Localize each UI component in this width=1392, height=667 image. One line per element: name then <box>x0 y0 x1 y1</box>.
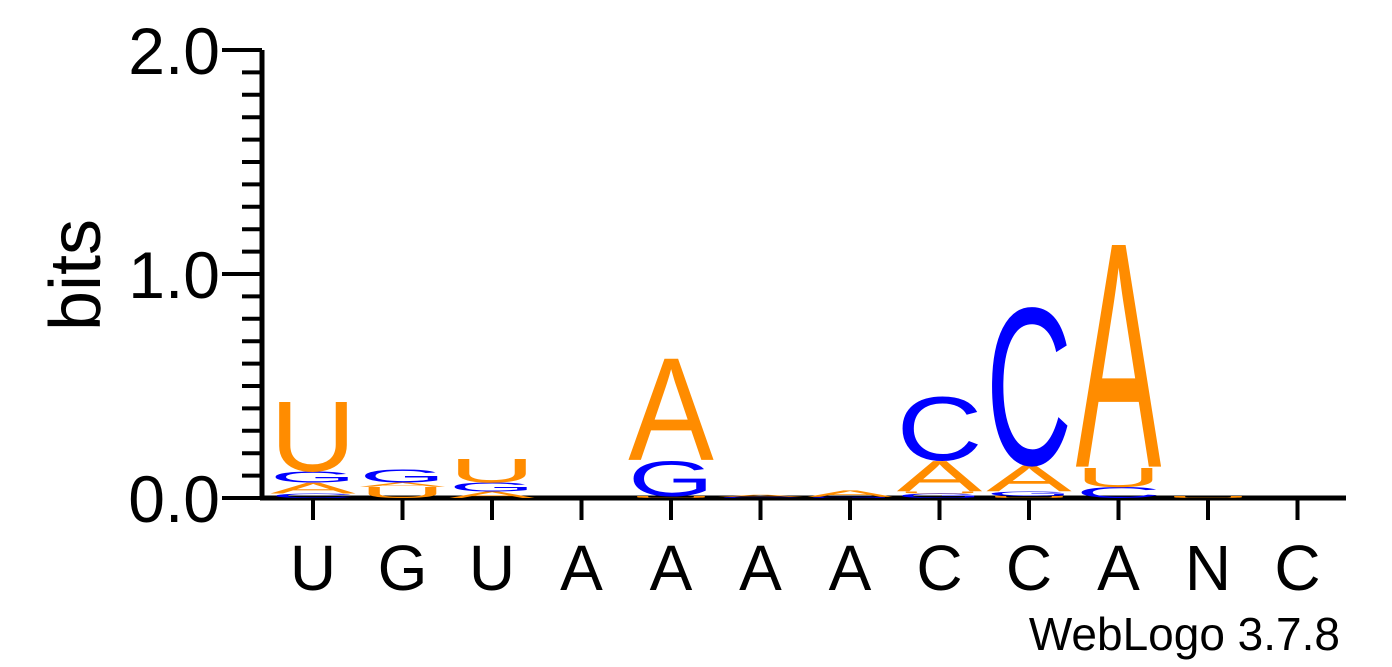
logo-letter-A: A <box>986 458 1072 500</box>
logo-letter-glyph: G <box>449 480 535 494</box>
x-tick-label: A <box>560 532 603 604</box>
logo-letter-C: C <box>1076 484 1162 501</box>
logo-letter-glyph: A <box>628 328 714 492</box>
logo-letter-glyph: A <box>986 458 1072 500</box>
logo-letter-A: A <box>628 328 714 492</box>
logo-letter-glyph: G <box>270 468 356 485</box>
logo-letter-glyph: A <box>449 490 535 500</box>
logo-letter-A: A <box>897 452 983 501</box>
logo-letter-glyph: C <box>270 492 356 499</box>
logo-letter-glyph: A <box>270 479 356 496</box>
x-tick-label: C <box>1006 532 1052 604</box>
logo-letter-glyph: U <box>360 484 446 501</box>
logo-letter-A: A <box>449 490 535 500</box>
logo-letter-glyph: U <box>986 495 1072 498</box>
logo-letter-glyph: A <box>807 489 893 499</box>
logo-letter-glyph: U <box>270 381 356 493</box>
logo-letter-C: C <box>718 497 804 499</box>
logo-letter-glyph: U <box>1076 462 1162 493</box>
logo-letter-glyph: A <box>897 452 983 501</box>
logo-letter-glyph: U <box>897 491 983 494</box>
x-tick-label: U <box>469 532 515 604</box>
logo-letter-U: U <box>986 495 1072 498</box>
logo-letter-U: U <box>1165 495 1251 498</box>
logo-letter-A: A <box>1076 175 1162 535</box>
logo-letter-C: C <box>270 492 356 499</box>
y-tick-label: 2.0 <box>128 14 220 88</box>
x-tick-label: A <box>650 532 693 604</box>
y-axis-label: bits <box>36 219 116 331</box>
weblogo-credit: WebLogo 3.7.8 <box>1029 608 1340 660</box>
logo-letter-G: G <box>807 497 893 499</box>
logo-letter-glyph: C <box>986 262 1072 513</box>
y-tick-label: 0.0 <box>128 462 220 536</box>
logo-letter-glyph: A <box>1076 175 1162 535</box>
logo-letter-C: C <box>897 378 983 479</box>
x-tick-label: C <box>1274 532 1320 604</box>
logo-letter-U: U <box>360 484 446 501</box>
logo-letter-A: A <box>807 489 893 499</box>
y-tick-label: 1.0 <box>128 238 220 312</box>
logo-letter-A: A <box>360 481 446 488</box>
logo-letter-glyph: U <box>449 451 535 489</box>
logo-letter-glyph: G <box>986 490 1072 497</box>
x-tick-label: U <box>290 532 336 604</box>
logo-letter-glyph: U <box>1165 495 1251 498</box>
x-tick-label: A <box>829 532 872 604</box>
logo-letter-U: U <box>897 491 983 494</box>
logo-letter-C: C <box>986 262 1072 513</box>
logo-letter-G: G <box>897 492 983 499</box>
x-tick-label: G <box>378 532 428 604</box>
logo-letter-glyph: U <box>628 495 714 498</box>
x-tick-label: A <box>1097 532 1140 604</box>
logo-letter-glyph: C <box>1076 484 1162 501</box>
logo-letter-glyph: G <box>360 465 446 486</box>
logo-letter-G: G <box>628 451 714 507</box>
y-axis: 0.0 1.0 2.0 <box>128 14 265 536</box>
logo-letter-A: A <box>718 494 804 497</box>
logo-letter-glyph: G <box>807 497 893 499</box>
logo-letter-glyph: C <box>718 497 804 499</box>
logo-letter-U: U <box>628 495 714 498</box>
x-tick-label: C <box>916 532 962 604</box>
logo-letter-G: G <box>449 480 535 494</box>
logo-letter-A: A <box>270 479 356 496</box>
logo-letter-G: G <box>360 465 446 486</box>
logo-letter-glyph: G <box>628 451 714 507</box>
logo-letter-glyph: A <box>718 494 804 497</box>
logo-letter-G: G <box>986 490 1072 497</box>
logo-letter-glyph: A <box>360 481 446 488</box>
logo-letter-glyph: C <box>897 378 983 479</box>
x-tick-label: A <box>739 532 782 604</box>
logo-letter-U: U <box>270 381 356 493</box>
logo-letter-U: U <box>449 451 535 489</box>
logo-letter-G: G <box>270 468 356 485</box>
logo-letter-U: U <box>1076 462 1162 493</box>
logo-letter-glyph: G <box>897 492 983 499</box>
x-tick-label: N <box>1185 532 1231 604</box>
